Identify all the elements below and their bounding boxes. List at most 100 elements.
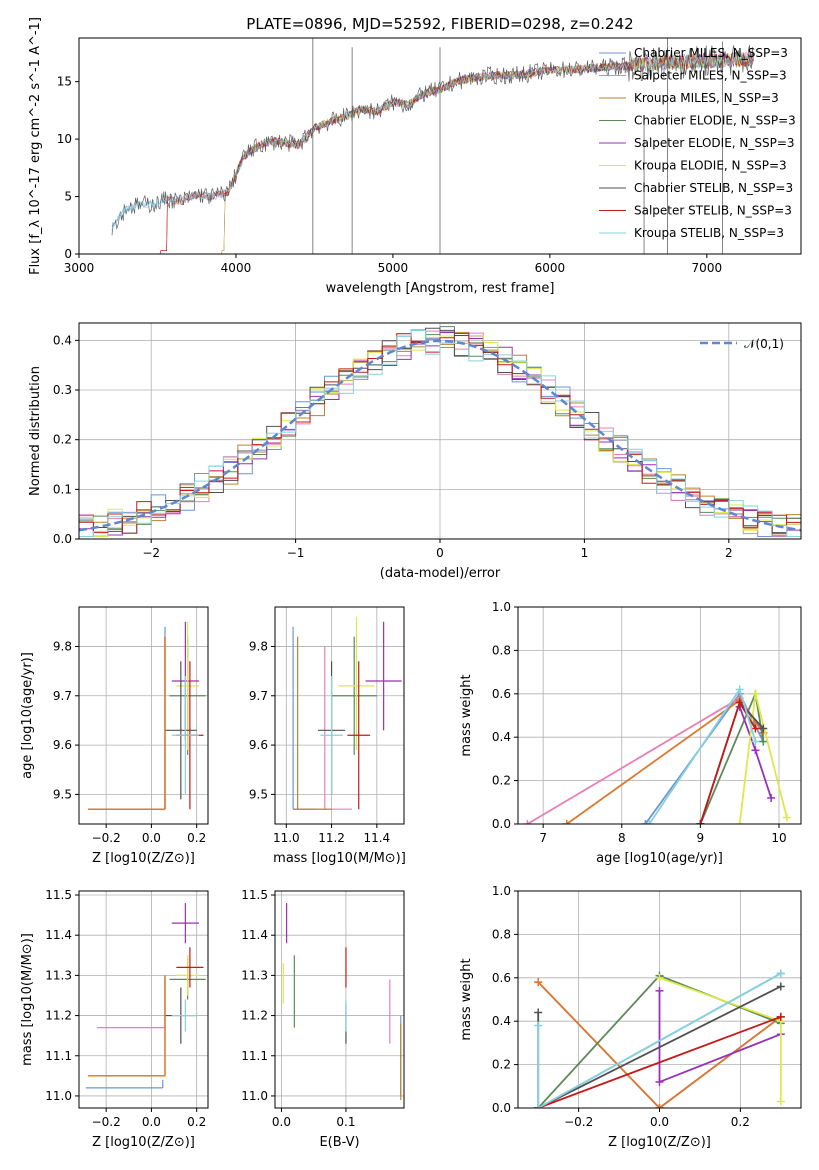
x-tick-label: −0.2: [92, 1115, 121, 1129]
y-tick-label: 0.3: [53, 383, 72, 397]
legend-label: Kroupa STELIB, N_SSP=3: [634, 226, 784, 240]
x-tick-label: 0.0: [272, 1115, 291, 1129]
x-tick-label: 1: [581, 546, 589, 560]
x-tick-label: 0.2: [187, 1115, 206, 1129]
legend-label: Salpeter MILES, N_SSP=3: [634, 69, 787, 83]
y-tick-label: 0.0: [492, 817, 511, 831]
y-tick-label: 0.4: [492, 1014, 511, 1028]
legend-label: Salpeter STELIB, N_SSP=3: [634, 204, 792, 218]
x-tick-label: 10: [771, 831, 786, 845]
age-vs-metallicity-axes: −0.2 0.0 0.2 9.5 9.6 9.7 9.8 Z [log10(Z/Z⊙)] age…: [20, 607, 208, 866]
y-tick-label: 11.3: [45, 968, 72, 982]
x-tick-label: 4000: [221, 261, 252, 275]
x-tick-label: 8: [618, 831, 626, 845]
y-tick-label: 0.4: [53, 333, 72, 347]
x-tick-label: −0.2: [92, 831, 121, 845]
y-tick-label: 15: [57, 75, 72, 89]
y-tick-label: 1.0: [492, 884, 511, 898]
y-axis-label: mass weight: [459, 958, 474, 1040]
y-tick-label: 5: [64, 190, 72, 204]
y-tick-label: 0.4: [492, 730, 511, 744]
y-tick-label: 0.6: [492, 971, 511, 985]
y-tick-label: 9.7: [53, 689, 72, 703]
mass-vs-metallicity-axes: −0.2 0.0 0.2 11.0 11.1 11.2 11.3 11.4 11.5 Z [log…: [20, 888, 208, 1150]
residual-histogram-marks: [79, 326, 801, 539]
age-vs-mass-axes: 11.0 11.2 11.4 9.5 9.6 9.7 9.8 mass [log10(M/M⊙…: [249, 607, 406, 866]
spectrum-axes: 3000 4000 5000 6000 7000 0 5 10 15 wavelength [An…: [28, 17, 722, 296]
legend-label: Chabrier MILES, N_SSP=3: [634, 46, 788, 60]
histogram-legend: 𝒩(0,1): [700, 337, 784, 351]
mass-vs-metallicity-marks: [85, 903, 206, 1089]
y-tick-label: 0.8: [492, 643, 511, 657]
y-axis-label: mass [log10(M/M⊙)]: [20, 933, 35, 1066]
y-tick-label: 11.0: [241, 1089, 268, 1103]
x-tick-label: 6000: [535, 261, 566, 275]
residual-histogram-frame: [78, 322, 802, 540]
massweight-vs-age-marks: [523, 685, 791, 824]
y-tick-label: 11.5: [241, 888, 268, 902]
y-tick-label: 10: [57, 132, 72, 146]
y-tick-label: 9.8: [249, 639, 268, 653]
y-tick-label: 11.4: [241, 928, 268, 942]
x-axis-label: mass [log10(M/M⊙)]: [273, 851, 406, 866]
normal-curve: [79, 339, 801, 532]
y-tick-label: 9.5: [249, 787, 268, 801]
massweight-vs-age-frame: [517, 606, 802, 825]
y-tick-label: 0.1: [53, 482, 72, 496]
x-tick-label: −2: [142, 546, 160, 560]
y-tick-label: 0.2: [492, 1058, 511, 1072]
age-vs-mass-background: [275, 607, 404, 824]
y-tick-label: 11.4: [45, 928, 72, 942]
weight-line-kroupa-stelib: [537, 972, 782, 1108]
x-tick-label: 0.0: [650, 1115, 669, 1129]
x-axis-label: Z [log10(Z/Z⊙)]: [608, 1135, 711, 1150]
weight-line-kroupa-miles: [537, 981, 782, 1108]
spectrum-marks: [111, 38, 754, 254]
y-axis-label: Flux [f_λ 10^-17 erg cm^-2 s^-1 A^-1]: [28, 17, 43, 275]
age-vs-metallicity-background: [79, 607, 208, 824]
x-tick-label: 2: [725, 546, 733, 560]
y-tick-label: 11.1: [241, 1049, 268, 1063]
y-axis-label: age [log10(age/yr)]: [20, 652, 35, 779]
x-tick-label: −0.2: [564, 1115, 593, 1129]
y-tick-label: 11.2: [45, 1009, 72, 1023]
legend-label: Chabrier STELIB, N_SSP=3: [634, 181, 793, 195]
y-tick-label: 9.6: [249, 738, 268, 752]
y-tick-label: 0.2: [492, 774, 511, 788]
spectrum-legend: Chabrier MILES, N_SSP=3 Salpeter MILES, N…: [599, 46, 796, 240]
mass-vs-ebv-background: [275, 891, 404, 1108]
x-tick-label: −1: [287, 546, 305, 560]
legend-label: 𝒩(0,1): [744, 337, 784, 351]
x-tick-label: 3000: [64, 261, 95, 275]
x-tick-label: 11.4: [363, 831, 390, 845]
y-tick-label: 9.5: [53, 787, 72, 801]
massweight-vs-metallicity-frame: [517, 890, 802, 1109]
x-axis-label: E(B-V): [319, 1135, 359, 1150]
x-tick-label: 7000: [692, 261, 723, 275]
y-axis-label: Normed distribution: [28, 366, 43, 496]
x-tick-label: 11.0: [273, 831, 300, 845]
age-vs-metallicity-marks: [88, 621, 206, 810]
y-tick-label: 11.5: [45, 888, 72, 902]
y-tick-label: 11.0: [45, 1089, 72, 1103]
x-axis-label: wavelength [Angstrom, rest frame]: [326, 281, 555, 296]
x-tick-label: 0.1: [336, 1115, 355, 1129]
y-tick-label: 0.0: [492, 1101, 511, 1115]
massweight-vs-metallicity-marks: [534, 969, 785, 1108]
x-axis-label: age [log10(age/yr)]: [596, 851, 723, 866]
x-axis-label: Z [log10(Z/Z⊙)]: [92, 851, 195, 866]
y-tick-label: 0.2: [53, 433, 72, 447]
x-tick-label: 11.2: [318, 831, 345, 845]
age-vs-mass-marks: [292, 616, 402, 810]
spectrum-frame: [78, 37, 802, 255]
age-vs-mass-frame: [274, 606, 405, 825]
legend-label: Kroupa MILES, N_SSP=3: [634, 91, 779, 105]
x-tick-label: 5000: [378, 261, 409, 275]
y-axis-label: mass weight: [459, 674, 474, 756]
mass-vs-metallicity-background: [79, 891, 208, 1108]
massweight-vs-age-background: [518, 607, 801, 824]
legend-label: Salpeter ELODIE, N_SSP=3: [634, 136, 795, 150]
y-tick-label: 11.3: [241, 968, 268, 982]
legend-label: Chabrier ELODIE, N_SSP=3: [634, 114, 796, 128]
